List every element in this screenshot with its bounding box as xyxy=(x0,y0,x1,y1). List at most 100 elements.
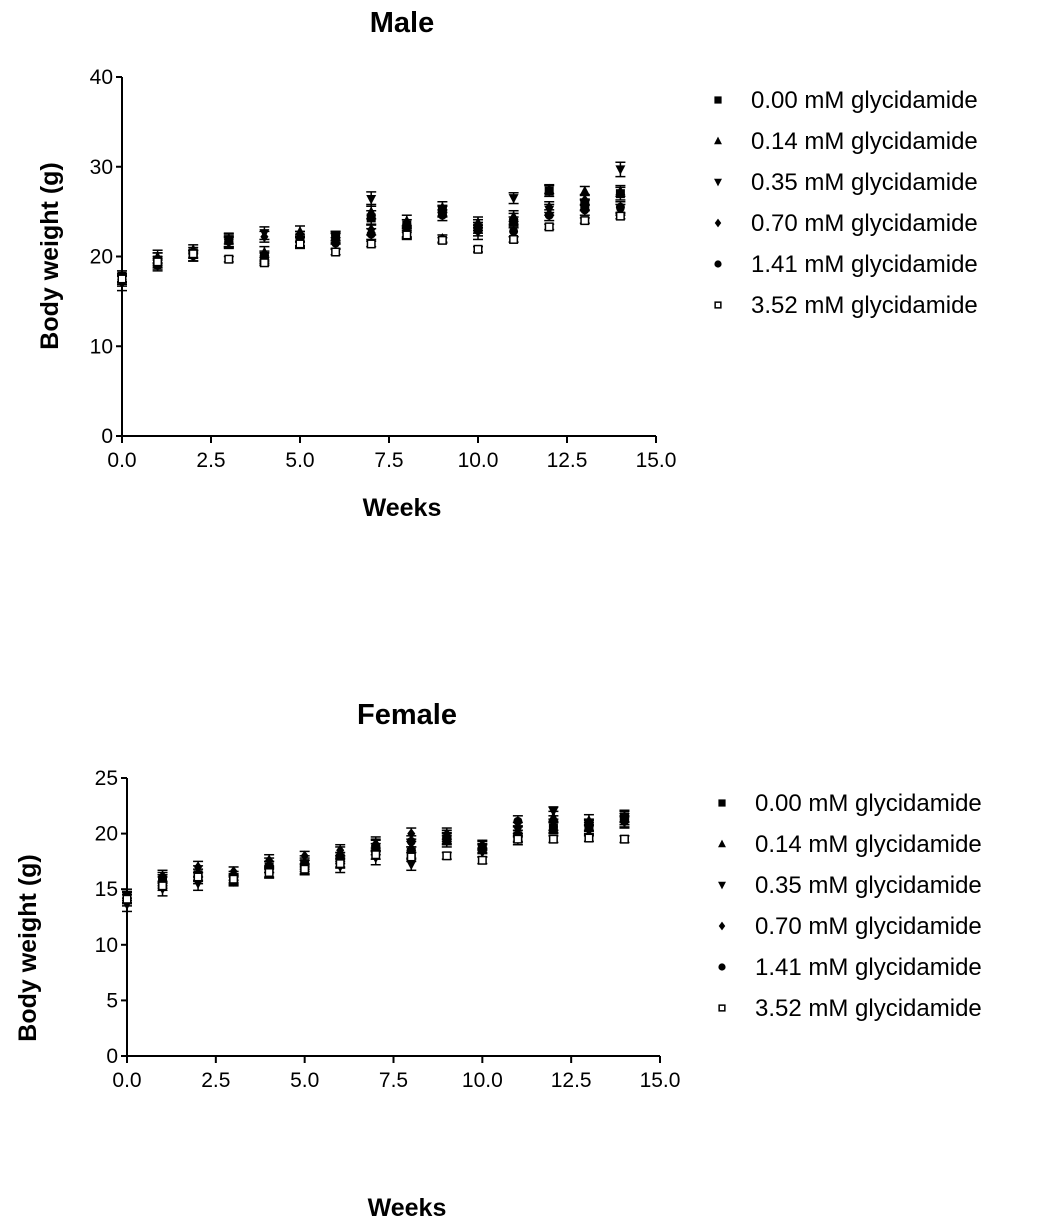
marker-open-square xyxy=(473,244,483,254)
marker-open-square xyxy=(371,850,381,860)
legend-label: 0.00 mM glycidamide xyxy=(755,790,982,817)
legend-marker-diamond xyxy=(714,218,722,228)
legend-label: 0.14 mM glycidamide xyxy=(751,128,978,155)
legend-marker-square xyxy=(718,799,726,807)
legend-item: 1.41 mM glycidamide xyxy=(714,251,978,278)
marker-triangle-up xyxy=(579,185,590,196)
marker-circle xyxy=(477,843,487,853)
data-point xyxy=(441,851,452,861)
marker-triangle-up xyxy=(615,185,626,196)
marker-circle xyxy=(437,210,447,220)
x-tick-label: 0.0 xyxy=(107,449,136,472)
marker-circle xyxy=(371,841,381,851)
data-point xyxy=(615,211,626,221)
marker-circle xyxy=(548,822,558,832)
y-axis-label: Body weight (g) xyxy=(14,854,42,1041)
legend-label: 3.52 mM glycidamide xyxy=(755,995,982,1022)
marker-circle xyxy=(224,236,234,246)
marker-open-square xyxy=(442,851,452,861)
series-open-square xyxy=(122,833,630,905)
x-axis-label: Weeks xyxy=(363,494,442,522)
marker-open-square xyxy=(224,254,234,264)
marker-circle xyxy=(331,238,341,248)
marker-open-square xyxy=(544,222,554,232)
legend-marker-triangle-down xyxy=(714,178,722,187)
y-tick-label: 10 xyxy=(90,335,113,358)
legend-item: 1.41 mM glycidamide xyxy=(718,954,982,981)
marker-circle xyxy=(406,836,416,846)
data-point xyxy=(366,239,377,249)
marker-circle xyxy=(619,816,629,826)
legend-label: 0.00 mM glycidamide xyxy=(751,87,978,114)
marker-open-square xyxy=(477,855,487,865)
data-point xyxy=(619,834,630,844)
marker-circle xyxy=(584,823,594,833)
x-tick-label: 0.0 xyxy=(112,1069,141,1092)
marker-triangle-down xyxy=(548,807,559,817)
data-point xyxy=(548,834,559,844)
marker-open-square xyxy=(619,834,629,844)
data-point xyxy=(548,820,559,834)
marker-open-square xyxy=(584,833,594,843)
marker-open-square xyxy=(153,257,163,267)
marker-diamond xyxy=(509,213,518,225)
x-tick-label: 7.5 xyxy=(379,1069,408,1092)
marker-triangle-down xyxy=(508,194,519,204)
marker-open-square xyxy=(437,235,447,245)
marker-triangle-down xyxy=(406,860,417,871)
legend-label: 0.70 mM glycidamide xyxy=(755,913,982,940)
marker-triangle-up xyxy=(366,206,377,216)
data-point xyxy=(117,274,127,284)
marker-open-square xyxy=(513,834,523,844)
marker-diamond xyxy=(336,844,345,856)
data-point xyxy=(330,247,341,257)
data-point xyxy=(370,849,381,860)
data-point xyxy=(259,230,270,243)
marker-open-square xyxy=(580,216,590,226)
legend-item: 0.70 mM glycidamide xyxy=(718,913,982,940)
chart-male: Male Weeks Body weight (g) 0 10 20 30 40 0.0 2… xyxy=(36,7,978,522)
x-tick-label: 12.5 xyxy=(551,1069,592,1092)
data-point xyxy=(406,851,417,863)
data-point xyxy=(615,201,626,214)
marker-circle xyxy=(513,816,523,826)
y-tick-label: 15 xyxy=(95,878,118,901)
data-point xyxy=(401,230,412,240)
marker-triangle-up xyxy=(544,183,555,194)
data-point xyxy=(188,249,199,259)
legend-marker-square xyxy=(714,96,722,104)
data-point xyxy=(583,833,594,843)
data-point xyxy=(437,235,448,245)
data-point xyxy=(508,192,519,205)
legend-item: 0.00 mM glycidamide xyxy=(714,87,978,114)
data-point xyxy=(508,234,519,244)
marker-circle xyxy=(615,202,625,212)
marker-open-square xyxy=(615,211,625,221)
data-point xyxy=(615,184,626,198)
data-point xyxy=(228,873,239,885)
data-point xyxy=(473,244,483,254)
marker-open-square xyxy=(259,258,269,268)
marker-open-square xyxy=(366,239,376,249)
marker-open-square xyxy=(117,274,127,284)
marker-open-square xyxy=(300,864,310,874)
legend-marker-diamond xyxy=(718,921,726,931)
legend-item: 0.70 mM glycidamide xyxy=(714,210,978,237)
marker-circle xyxy=(442,833,452,843)
legend-marker-circle xyxy=(714,260,722,268)
marker-diamond xyxy=(300,850,309,862)
legend-label: 0.70 mM glycidamide xyxy=(751,210,978,237)
data-point xyxy=(473,224,483,237)
data-point xyxy=(544,222,555,232)
legend: 0.00 mM glycidamide 0.14 mM glycidamide 0.… xyxy=(714,87,978,319)
chart-title: Female xyxy=(357,699,457,731)
data-point xyxy=(579,216,590,226)
marker-open-square xyxy=(509,234,519,244)
data-point xyxy=(548,806,559,817)
data-point xyxy=(544,183,555,195)
marker-open-square xyxy=(264,868,274,878)
y-tick-label: 20 xyxy=(90,246,113,269)
legend-item: 0.35 mM glycidamide xyxy=(714,169,978,196)
legend-marker-triangle-up xyxy=(714,136,722,145)
